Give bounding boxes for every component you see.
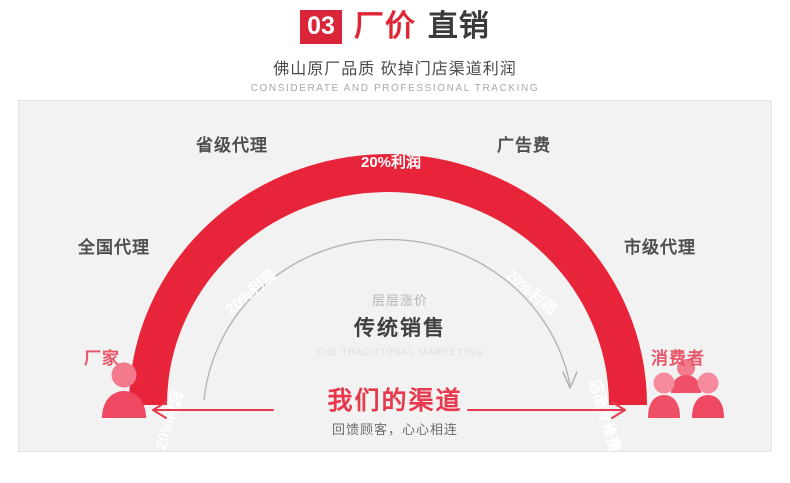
section-number-badge: 03 <box>300 10 342 44</box>
center-small-text: 层层涨价 <box>371 293 428 308</box>
page-title: 03 厂价 直销 <box>0 8 790 46</box>
label-city-agent: 市级代理 <box>624 238 696 257</box>
consumer-people-icon <box>648 359 724 418</box>
center-text-block: 层层涨价 传统销售 THE TRADITIONAL MARKETING <box>275 290 525 357</box>
header: 03 厂价 直销 佛山原厂品质 砍掉门店渠道利润 CONSIDERATE AND … <box>0 8 790 94</box>
flow-arrows <box>152 401 626 419</box>
our-channel-subtitle: 回馈顾客，心心相连 <box>331 422 458 438</box>
factory-person-icon <box>102 362 146 418</box>
label-factory: 厂家 <box>84 349 120 368</box>
center-big-text: 传统销售 <box>354 317 446 340</box>
our-channel-title: 我们的渠道 <box>327 387 463 415</box>
our-channel-block: 我们的渠道 回馈顾客，心心相连 <box>270 388 520 438</box>
center-english-text: THE TRADITIONAL MARKETING <box>315 347 484 357</box>
inner-gray-arc <box>203 238 578 401</box>
title-dark-part: 直销 <box>427 10 490 43</box>
red-profit-arc <box>129 154 647 406</box>
arrow-right-head <box>611 401 626 419</box>
arc-label-top: 20%利润 <box>361 153 421 171</box>
label-consumer: 消费者 <box>651 349 705 368</box>
subtitle-chinese: 佛山原厂品质 砍掉门店渠道利润 <box>273 61 517 78</box>
subtitle-english: CONSIDERATE AND PROFESSIONAL TRACKING <box>250 83 540 94</box>
title-red-part: 厂价 <box>353 10 416 43</box>
arc-label-left-upper: 20%利润 <box>222 266 280 318</box>
label-national-agent: 全国代理 <box>78 238 150 257</box>
arrow-left-head <box>152 401 167 419</box>
label-advertising-fee: 广告费 <box>497 136 551 155</box>
channel-diagram: 20%利润 20%利润 20%利润 20%利润 店面专修费 <box>18 100 772 452</box>
label-provincial-agent: 省级代理 <box>196 136 268 155</box>
